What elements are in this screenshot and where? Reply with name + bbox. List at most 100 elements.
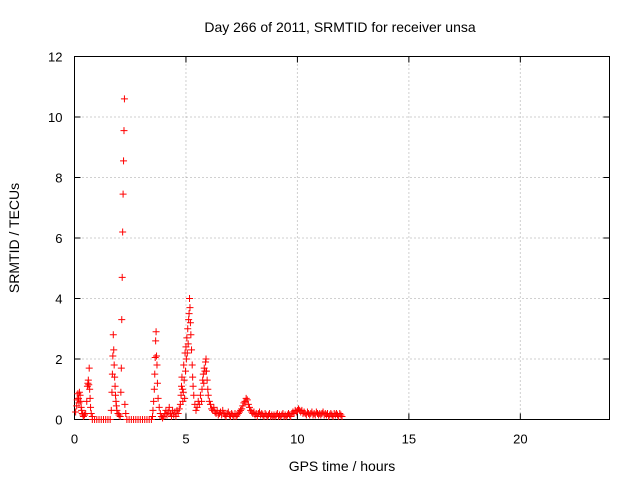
y-tick-label: 12 [48,50,62,65]
data-point [187,331,195,339]
data-point [182,367,190,375]
data-point [243,396,251,404]
data-point [155,403,163,411]
data-point [152,328,160,336]
data-point [75,388,83,396]
data-point [184,325,192,333]
data-point [181,394,189,402]
y-tick-label: 0 [55,413,62,428]
data-point [118,316,126,324]
data-point [81,411,89,419]
data-point [179,388,187,396]
data-point [121,400,129,408]
data-point [245,403,253,411]
data-point [196,391,204,399]
data-point [180,376,188,384]
data-point [204,391,212,399]
data-point [185,310,193,318]
data-point [206,400,214,408]
data-point [199,370,207,378]
x-tick-label: 20 [513,432,527,447]
data-point [115,411,123,419]
data-point [184,340,192,348]
data-point [153,361,161,369]
y-tick-label: 2 [55,352,62,367]
data-point [87,409,95,417]
data-point [242,394,250,402]
y-axis-label: SRMTID / TECUs [6,183,22,293]
data-point [73,396,81,404]
data-point [202,367,210,375]
data-point [337,411,345,419]
data-point [163,411,171,419]
data-point [152,337,160,345]
data-point [200,379,208,387]
data-point [240,399,248,407]
y-tick-label: 10 [48,110,62,125]
data-point [188,346,196,354]
data-point [287,412,295,420]
data-point [108,388,116,396]
data-point [122,409,130,417]
data-point [238,405,246,413]
data-point [154,394,162,402]
data-point [189,373,197,381]
y-tick-label: 8 [55,171,62,186]
data-point [83,397,91,405]
data-point [150,385,158,393]
data-point [110,346,118,354]
data-point [198,397,206,405]
data-point [183,334,191,342]
data-point [106,416,114,423]
data-point [117,388,125,396]
data-point [147,416,155,423]
data-point [153,352,161,360]
data-point [186,304,194,312]
y-axis: 0 2 4 6 8 10 12 [48,50,610,428]
data-point [244,400,252,408]
data-point [78,406,86,414]
data-point [120,127,128,135]
data-point [178,382,185,390]
data-point [149,406,157,414]
data-point [186,319,194,327]
data-point [189,382,197,390]
data-point [180,361,188,369]
data-point [179,397,187,405]
data-point [165,403,173,411]
data-point [178,385,186,393]
data-point [219,406,227,414]
data-point [190,391,198,399]
y-tick-label: 6 [55,231,62,246]
data-point [202,355,210,363]
data-point [112,391,120,399]
data-point [204,385,212,393]
data-point [182,355,190,363]
data-point [120,157,128,165]
x-tick-label: 0 [71,432,78,447]
data-point [85,364,93,372]
data-point [77,397,85,405]
data-point [118,273,126,281]
data-point [186,295,194,302]
data-point [117,364,125,372]
data-point [76,391,84,399]
data-point [185,316,193,324]
x-tick-label: 5 [182,432,189,447]
data-point [86,385,94,393]
x-axis: 0 5 10 15 20 [71,56,528,447]
data-point [86,394,94,402]
data-point [175,405,183,413]
data-point [151,370,159,378]
data-point [183,349,191,357]
x-axis-label: GPS time / hours [289,458,396,474]
chart-title: Day 266 of 2011, SRMTID for receiver uns… [204,19,476,35]
data-point [75,399,83,407]
data-point [224,408,232,416]
data-point [109,352,117,360]
data-point [113,406,121,414]
data-point [159,414,167,422]
data-point [150,397,158,405]
data-point [237,406,245,414]
